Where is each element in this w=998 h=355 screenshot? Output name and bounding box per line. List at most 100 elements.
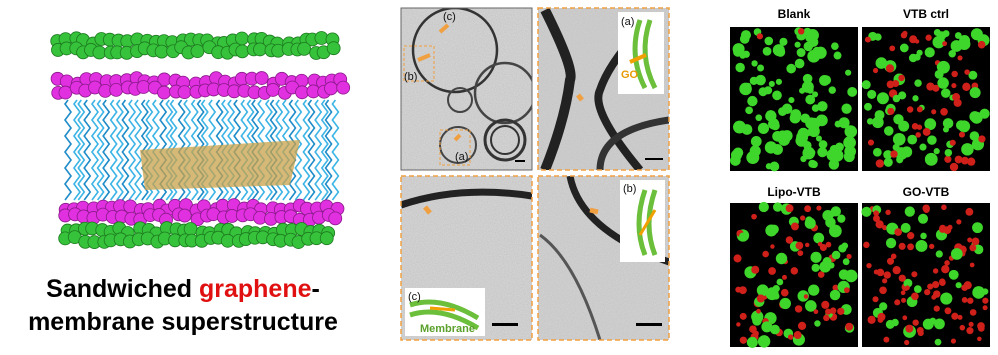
cell (814, 320, 821, 327)
cell (925, 34, 932, 41)
cell (963, 281, 972, 290)
lipid-tail (320, 99, 329, 201)
cell (942, 30, 950, 37)
cell (912, 319, 919, 326)
cell (831, 250, 841, 260)
cell (779, 37, 788, 46)
cell (817, 101, 828, 112)
cell (795, 241, 804, 250)
panel-label: (c) (443, 11, 456, 23)
cell (823, 315, 829, 320)
cell (741, 124, 753, 135)
cell (968, 70, 978, 80)
cell (772, 284, 780, 293)
cell (811, 263, 820, 272)
cell (732, 147, 744, 158)
cell (775, 252, 788, 265)
cell (793, 331, 802, 340)
cell (825, 217, 836, 228)
cell (735, 62, 745, 73)
cell (805, 242, 810, 248)
cell (902, 315, 908, 321)
panel-border (537, 7, 670, 171)
cell (957, 55, 963, 61)
cell (844, 269, 858, 283)
cell (934, 338, 942, 346)
cell (907, 232, 915, 240)
cell (758, 201, 769, 213)
cell (924, 289, 931, 296)
cell (912, 95, 919, 102)
cell (867, 139, 875, 146)
cell (964, 69, 970, 75)
cell (915, 239, 928, 252)
cell (969, 262, 975, 268)
cell (948, 49, 956, 58)
cell (732, 43, 745, 56)
cell (803, 146, 811, 154)
cell (746, 336, 758, 348)
cell (907, 243, 914, 251)
panel-label: (a) (455, 151, 468, 163)
cell (803, 294, 809, 299)
cell (914, 79, 922, 87)
cell (959, 324, 966, 331)
cell (810, 160, 818, 169)
cell (951, 83, 957, 89)
cell (819, 244, 827, 252)
cell (904, 206, 915, 217)
cell (968, 321, 974, 327)
lipid-tail (72, 99, 81, 201)
lipid-head (157, 85, 171, 100)
cell (977, 325, 985, 332)
tem-panel (538, 176, 669, 340)
panel-title: GO-VTB (903, 185, 950, 199)
cell (772, 202, 783, 212)
panel-border (400, 7, 533, 171)
cell (772, 90, 782, 101)
cell (864, 36, 871, 43)
cell (829, 307, 837, 314)
cell (780, 288, 789, 297)
cell (847, 86, 858, 97)
cell (833, 51, 842, 60)
cell (874, 110, 885, 120)
cell (797, 28, 805, 35)
cell (935, 250, 943, 258)
cell (779, 297, 791, 310)
cell (794, 41, 801, 48)
cell (797, 321, 807, 330)
cell (803, 41, 814, 52)
cell (929, 243, 935, 250)
cell (892, 94, 901, 103)
cell (787, 334, 794, 340)
cell (883, 157, 893, 167)
panel-title: Blank (778, 7, 811, 21)
cell (764, 36, 774, 46)
panel-label: (b) (623, 183, 636, 195)
cell (876, 92, 889, 105)
cell (977, 40, 986, 49)
cell (882, 278, 888, 284)
cell (895, 147, 908, 160)
cell (785, 236, 794, 244)
cell (911, 292, 919, 301)
cell (913, 285, 922, 293)
cell (841, 242, 849, 250)
cell (772, 44, 785, 57)
cell (761, 321, 773, 333)
cell (788, 97, 795, 104)
lipid-tail (64, 99, 73, 201)
lipid-tail (77, 99, 86, 201)
lipid-head (190, 44, 205, 59)
panel-label: GO (621, 69, 639, 81)
cell (940, 292, 953, 305)
cell (757, 64, 765, 72)
tem-panel (401, 8, 532, 170)
cell (969, 87, 981, 99)
cell (831, 42, 839, 51)
cell (739, 82, 752, 96)
lipid-tail (121, 99, 130, 201)
cell (763, 86, 773, 95)
cell (949, 139, 956, 146)
